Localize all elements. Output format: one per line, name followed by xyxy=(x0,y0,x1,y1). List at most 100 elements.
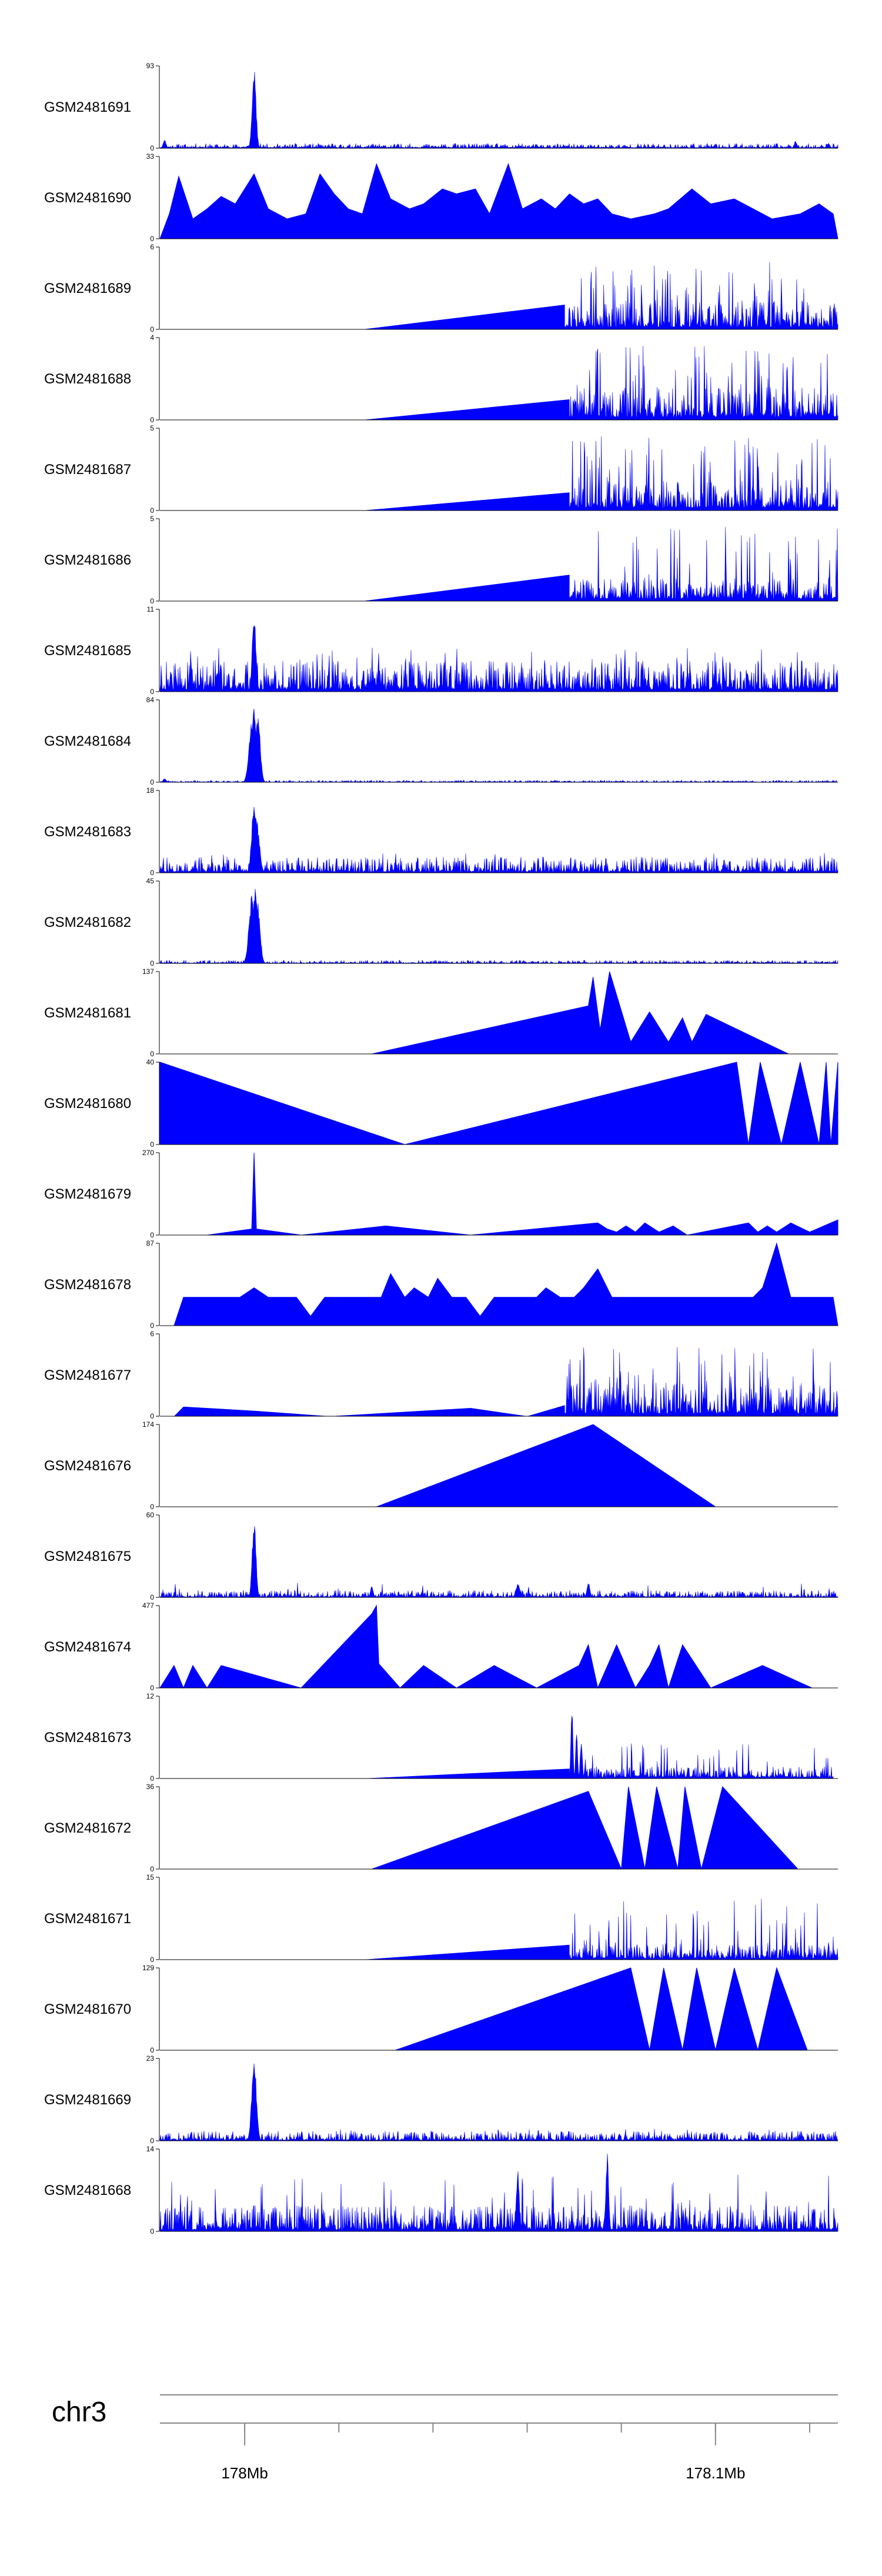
track-label: GSM2481684 xyxy=(44,733,131,749)
signal-area xyxy=(159,163,838,239)
signal-area xyxy=(372,971,789,1055)
track-label: GSM2481675 xyxy=(44,1549,131,1564)
track-GSM2481670: GSM2481670 129 0 xyxy=(44,1964,838,2054)
y-max-label: 11 xyxy=(147,605,155,613)
y-zero-label: 0 xyxy=(150,235,154,243)
track-label: GSM2481687 xyxy=(44,462,131,478)
y-zero-label: 0 xyxy=(150,1593,154,1601)
track-GSM2481690: GSM2481690 33 0 xyxy=(44,152,838,243)
track-label: GSM2481677 xyxy=(44,1367,131,1383)
signal-area xyxy=(173,1242,838,1326)
y-zero-label: 0 xyxy=(150,2046,154,2054)
track-GSM2481691: GSM2481691 93 0 xyxy=(44,62,838,152)
track-GSM2481673: GSM2481673 12 0 xyxy=(44,1692,838,1783)
track-label: GSM2481690 xyxy=(44,190,131,206)
y-zero-label: 0 xyxy=(150,1774,154,1783)
signal-area xyxy=(372,1786,799,1870)
signal-area xyxy=(569,527,838,602)
track-GSM2481674: GSM2481674 477 0 xyxy=(44,1601,838,1692)
track-label: GSM2481691 xyxy=(44,99,131,115)
y-zero-label: 0 xyxy=(150,1140,154,1149)
y-max-label: 5 xyxy=(150,424,154,432)
y-zero-label: 0 xyxy=(150,1412,154,1420)
track-GSM2481675: GSM2481675 60 0 xyxy=(44,1511,838,1601)
track-GSM2481685: GSM2481685 11 0 xyxy=(44,605,838,696)
track-panel-group: GSM2481691930GSM2481690330GSM248168960GS… xyxy=(44,62,838,2235)
track-GSM2481688: GSM2481688 4 0 xyxy=(44,333,838,424)
ramp-area xyxy=(362,399,570,420)
y-zero-label: 0 xyxy=(150,144,154,152)
track-label: GSM2481668 xyxy=(44,2183,131,2198)
track-label: GSM2481672 xyxy=(44,1820,131,1836)
y-zero-label: 0 xyxy=(150,1503,154,1511)
y-zero-label: 0 xyxy=(150,778,154,786)
y-max-label: 4 xyxy=(150,333,154,342)
y-zero-label: 0 xyxy=(150,869,154,877)
track-GSM2481683: GSM2481683 18 0 xyxy=(44,786,838,877)
y-zero-label: 0 xyxy=(150,416,154,424)
track-label: GSM2481678 xyxy=(44,1277,131,1293)
signal-area xyxy=(159,709,838,783)
y-max-label: 137 xyxy=(142,967,154,976)
track-GSM2481689: GSM2481689 6 0 xyxy=(44,243,838,333)
axis-tick-group: 178Mb 178.1Mb xyxy=(221,2423,810,2482)
y-max-label: 5 xyxy=(150,515,154,523)
track-GSM2481676: GSM2481676 174 0 xyxy=(44,1420,838,1511)
track-label: GSM2481670 xyxy=(44,2001,131,2017)
signal-area xyxy=(159,72,838,149)
signal-area xyxy=(159,625,838,692)
ramp-area xyxy=(362,1769,570,1778)
track-GSM2481672: GSM2481672 36 0 xyxy=(44,1783,838,1873)
signal-area xyxy=(569,1716,834,1779)
track-GSM2481687: GSM2481687 5 0 xyxy=(44,424,838,515)
track-label: GSM2481676 xyxy=(44,1458,131,1474)
track-GSM2481686: GSM2481686 5 0 xyxy=(44,515,838,605)
y-max-label: 93 xyxy=(146,62,155,70)
signal-area xyxy=(569,346,838,421)
track-GSM2481679: GSM2481679 270 0 xyxy=(44,1149,838,1239)
y-max-label: 45 xyxy=(146,877,155,885)
signal-area xyxy=(207,1152,838,1236)
y-zero-label: 0 xyxy=(150,506,154,515)
y-max-label: 6 xyxy=(150,243,154,251)
y-max-label: 36 xyxy=(146,1783,155,1791)
track-label: GSM2481686 xyxy=(44,552,131,568)
ramp-area xyxy=(362,305,565,329)
y-max-label: 12 xyxy=(146,1692,155,1700)
y-zero-label: 0 xyxy=(150,959,154,967)
y-zero-label: 0 xyxy=(150,688,154,696)
y-max-label: 18 xyxy=(146,786,155,795)
chromosome-label: chr3 xyxy=(52,2397,106,2428)
signal-area xyxy=(159,1062,838,1145)
signal-area xyxy=(376,1424,717,1507)
y-zero-label: 0 xyxy=(150,597,154,605)
track-GSM2481678: GSM2481678 87 0 xyxy=(44,1239,838,1330)
ramp-area xyxy=(362,575,570,601)
y-zero-label: 0 xyxy=(150,325,154,333)
track-label: GSM2481669 xyxy=(44,2092,131,2108)
track-label: GSM2481681 xyxy=(44,1005,131,1021)
track-GSM2481684: GSM2481684 84 0 xyxy=(44,696,838,786)
y-max-label: 270 xyxy=(142,1149,154,1157)
signal-area xyxy=(159,1526,838,1598)
track-GSM2481677: GSM2481677 6 0 xyxy=(44,1330,838,1420)
y-zero-label: 0 xyxy=(150,1050,154,1058)
signal-area xyxy=(159,2153,838,2232)
y-max-label: 23 xyxy=(146,2054,155,2063)
signal-area xyxy=(159,1604,813,1689)
y-max-label: 14 xyxy=(146,2145,155,2153)
y-zero-label: 0 xyxy=(150,1956,154,1964)
genome-axis: chr3 178Mb 178.1Mb xyxy=(52,2394,838,2482)
ramp-area xyxy=(174,1405,565,1416)
track-GSM2481680: GSM2481680 40 0 xyxy=(44,1058,838,1149)
ramp-area xyxy=(362,492,570,510)
signal-area xyxy=(159,889,838,964)
axis-tick-label: 178Mb xyxy=(221,2464,268,2482)
y-zero-label: 0 xyxy=(150,1684,154,1692)
y-max-label: 84 xyxy=(146,696,155,704)
ramp-area xyxy=(362,1944,570,1960)
track-label: GSM2481674 xyxy=(44,1639,131,1655)
signal-area xyxy=(569,1898,838,1960)
track-GSM2481669: GSM2481669 23 0 xyxy=(44,2054,838,2145)
track-label: GSM2481673 xyxy=(44,1730,131,1746)
